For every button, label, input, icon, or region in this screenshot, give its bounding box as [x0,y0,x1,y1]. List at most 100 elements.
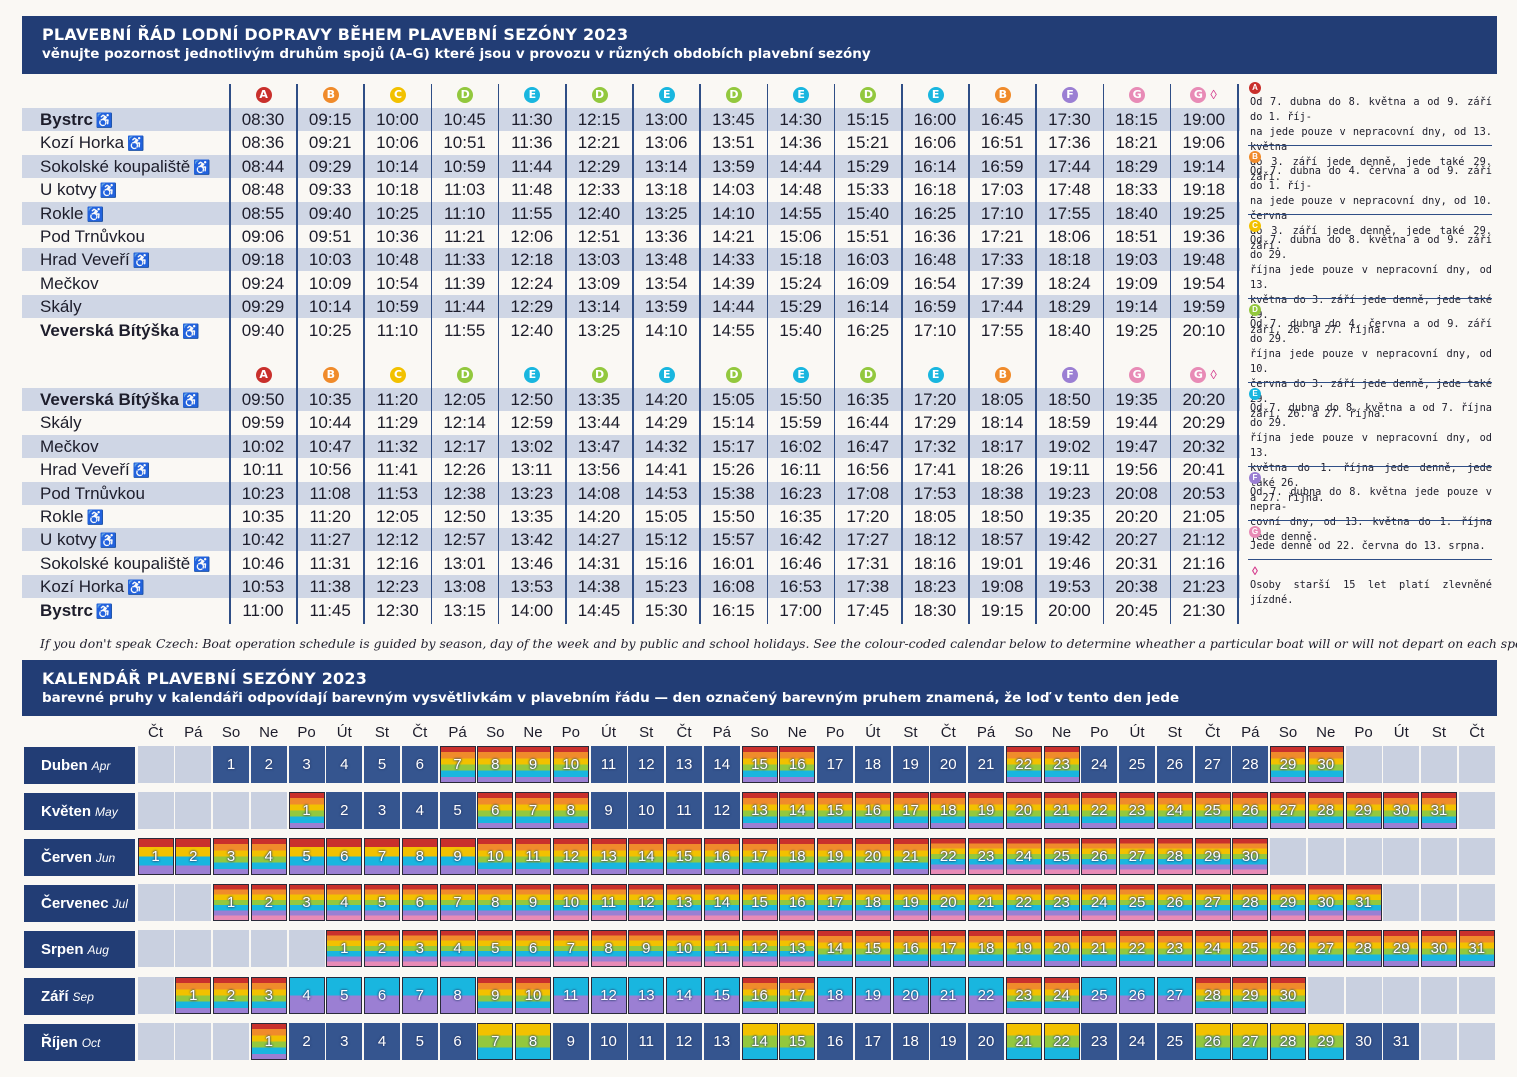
calendar-day: 29 [1383,930,1420,968]
departure-time: 17:27 [846,530,890,550]
stop-name-text: Pod Trnůvkou [40,227,145,246]
departure-time: 09:15 [308,110,352,129]
day-number: 31 [1355,894,1372,912]
calendar-day: 22 [930,838,967,876]
calendar-day: 24 [1005,838,1042,876]
month-name-en: May [95,805,118,820]
calendar-empty-cell [1383,884,1420,922]
day-number: 7 [491,1032,500,1050]
departure-time: 15:29 [779,297,822,317]
stop-name-text: Bystrc [40,110,93,129]
calendar-day: 14 [628,838,665,876]
weekday-label: Pá [1241,724,1260,741]
departure-time: 19:25 [1182,203,1226,223]
calendar-day: 30 [1232,838,1269,876]
departure-time: 18:24 [1048,273,1091,293]
departure-time: 10:18 [376,180,419,200]
timetable-row: Skály 09:29 10:14 10:59 11:44 12:29 13:14 13:59… [22,295,1240,319]
day-number: 12 [637,756,655,773]
day-number: 10 [486,848,504,866]
calendar-day: 15 [741,746,778,783]
departure-time: 15:50 [712,507,755,526]
departure-time: 12:14 [443,413,486,433]
day-number: 8 [415,848,424,866]
service-badge-d: D [726,87,742,103]
departure-time: 16:35 [846,390,890,409]
day-number: 12 [600,986,617,1004]
departure-time: 19:56 [1115,460,1158,480]
calendar-empty-cell [1307,838,1344,876]
departure-time: 15:16 [644,553,688,573]
calendar-day: 14 [779,792,816,830]
calendar-empty-cell [250,930,287,968]
calendar-day: 1 [326,930,363,968]
departure-time: 20:08 [1115,483,1158,503]
day-number: 5 [377,756,387,773]
day-number: 6 [415,756,424,773]
stop-name-text: Skály [40,297,82,317]
departure-time: 15:14 [712,413,755,433]
timetable-row: U kotvy ♿ 08:48 09:33 10:18 11:03 11:48 12:33 13… [22,178,1240,201]
day-number: 26 [1166,894,1184,912]
departure-time: 15:38 [712,483,755,503]
day-number: 21 [977,894,995,912]
month-label: Květen May [24,793,135,831]
day-number: 19 [939,1032,957,1050]
calendar-empty-cell [1307,976,1344,1014]
departure-time: 11:48 [511,180,553,200]
departure-time: 10:51 [443,133,486,153]
calendar-day: 26 [1156,746,1193,783]
calendar-day: 22 [1005,884,1042,922]
departure-time: 17:55 [980,320,1024,340]
departure-time: 15:12 [644,530,688,550]
stop-name-text: Skály [40,413,82,433]
departure-time: 14:48 [779,180,822,200]
calendar-day: 16 [892,930,929,968]
departure-time: 13:11 [511,460,553,480]
calendar-empty-cell [175,792,212,830]
departure-time: 16:11 [779,460,822,480]
stop-name: Hrad Veveří ♿ [40,458,150,481]
departure-time: 16:18 [913,180,957,200]
calendar-day: 23 [1156,930,1193,968]
calendar-day: 8 [552,792,589,830]
day-number: 26 [1204,1032,1221,1050]
day-number: 1 [226,894,236,912]
departure-time: 16:36 [913,227,957,246]
calendar-day: 24 [1043,976,1080,1014]
departure-time: 15:15 [846,110,890,129]
calendar-day: 4 [401,792,438,830]
day-number: 3 [302,894,311,912]
calendar-day: 28 [1232,884,1269,922]
column-divider [1035,84,1037,624]
wheelchair-icon: ♿ [127,579,145,596]
day-number: 26 [1128,986,1146,1004]
calendar-day: 24 [1194,930,1231,968]
day-number: 26 [1279,940,1297,958]
timetable-row: Bystrc ♿ 11:00 11:45 12:30 13:15 14:00 14:45 15:… [22,599,1240,622]
day-number: 14 [751,1032,768,1050]
departure-time: 13:42 [510,530,554,550]
month-label: Červen Jun [24,839,135,877]
timetable-row: Kozí Horka ♿ 08:36 09:21 10:06 10:51 11:36 12:2… [22,131,1240,154]
day-number: 10 [600,1032,617,1050]
day-number: 18 [826,986,844,1004]
departure-time: 19:03 [1115,250,1158,270]
stop-name: Mečkov [40,272,99,295]
departure-time: 16:23 [779,483,822,503]
calendar-day: 12 [741,930,778,968]
day-number: 30 [1430,940,1448,958]
legend-divider [1248,382,1492,383]
legend-text: Od 7. dubna do 4. června a od 9. září do… [1250,164,1492,254]
wheelchair-icon: ♿ [132,252,151,269]
departure-time: 13:48 [644,250,688,270]
day-number: 29 [1392,940,1410,958]
day-number: 14 [675,986,693,1004]
departure-time: 15:18 [779,250,822,270]
calendar-day: 23 [1081,1022,1118,1060]
column-divider [632,84,634,624]
service-badge-d: D [860,367,877,383]
departure-time: 17:45 [846,600,890,620]
legend-text: Od 7. dubna do 8. května jede pouze v ne… [1250,485,1492,545]
calendar-day: 7 [552,930,589,968]
